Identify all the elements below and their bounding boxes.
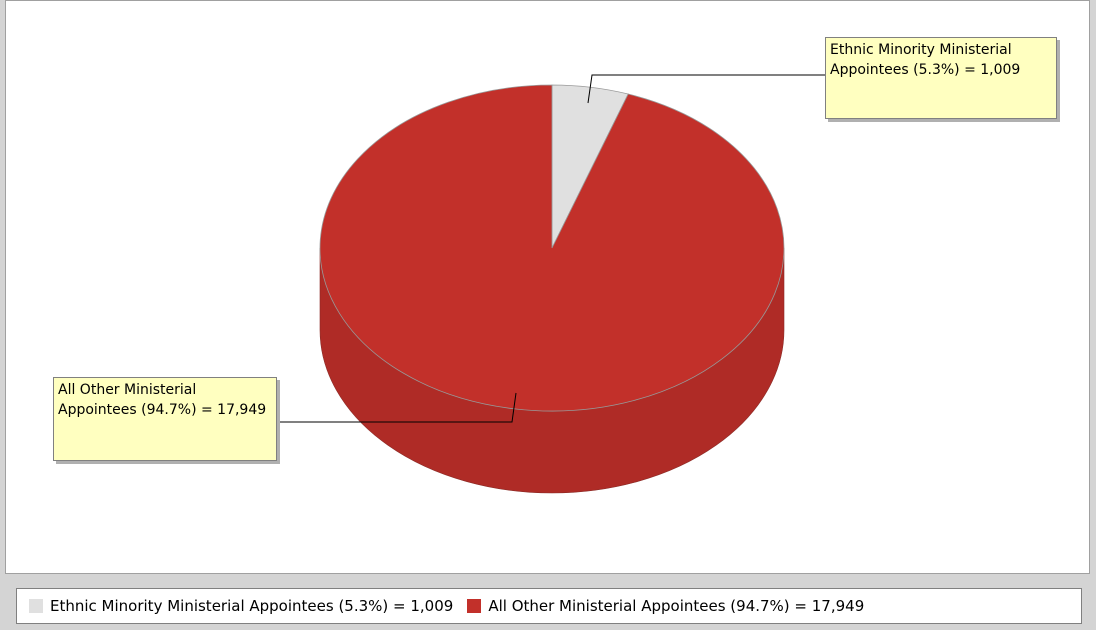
legend-label: Ethnic Minority Ministerial Appointees (… [50, 597, 454, 615]
pie [319, 84, 785, 494]
legend: Ethnic Minority Ministerial Appointees (… [16, 588, 1082, 624]
data-label: Ethnic Minority Ministerial Appointees (… [825, 37, 1057, 119]
legend-item: All Other Ministerial Appointees (94.7%)… [467, 597, 864, 615]
leader-line [277, 392, 517, 423]
legend-swatch [29, 599, 43, 613]
pie-slice [319, 84, 785, 412]
leader-line [587, 74, 826, 104]
data-label: All Other Ministerial Appointees (94.7%)… [53, 377, 277, 461]
legend-label: All Other Ministerial Appointees (94.7%)… [488, 597, 865, 615]
legend-item: Ethnic Minority Ministerial Appointees (… [29, 597, 453, 615]
legend-swatch [467, 599, 482, 613]
